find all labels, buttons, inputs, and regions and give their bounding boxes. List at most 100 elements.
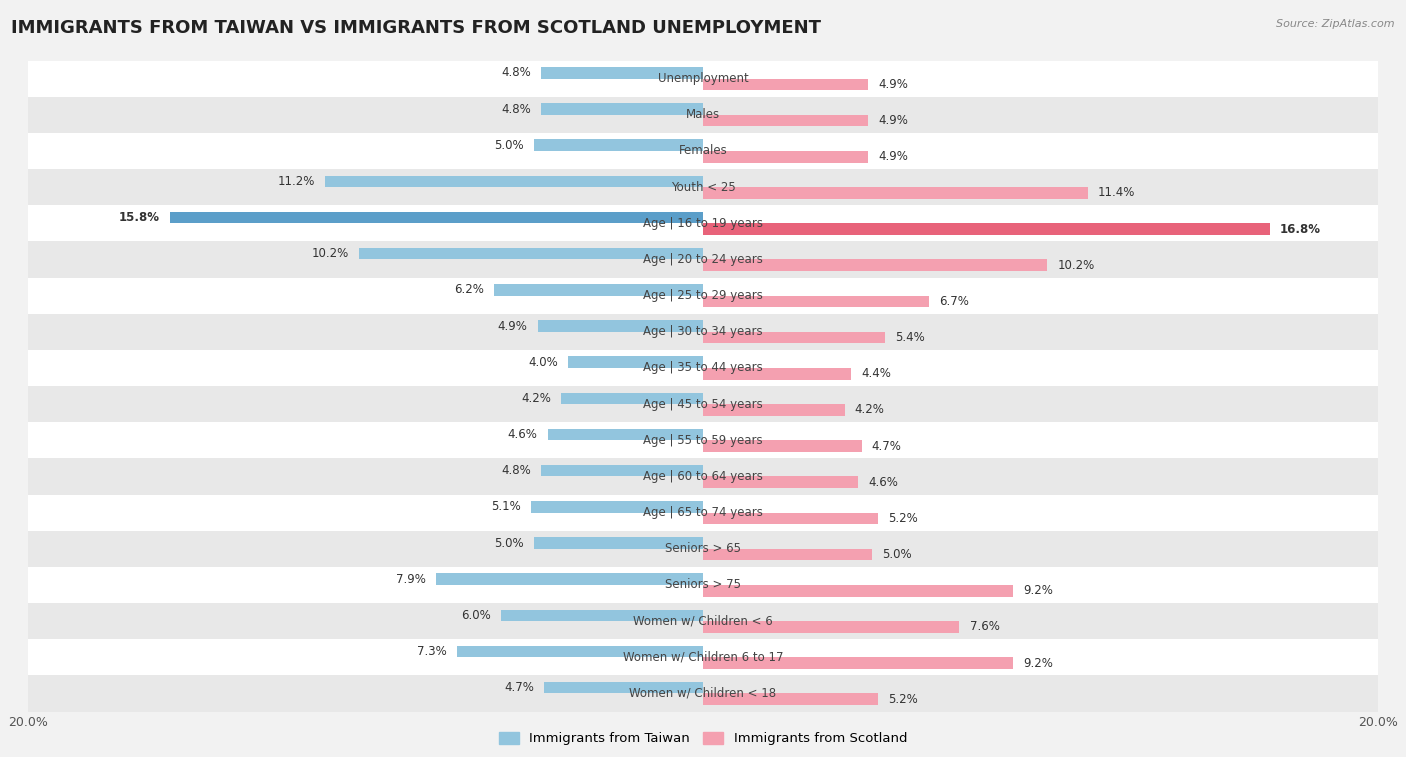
Text: 11.4%: 11.4% bbox=[1098, 186, 1135, 199]
Text: Age | 20 to 24 years: Age | 20 to 24 years bbox=[643, 253, 763, 266]
Bar bbox=[703, 441, 862, 452]
Text: Females: Females bbox=[679, 145, 727, 157]
Bar bbox=[325, 176, 703, 187]
Text: 4.8%: 4.8% bbox=[501, 102, 531, 116]
Bar bbox=[703, 296, 929, 307]
Bar bbox=[703, 621, 959, 633]
Bar bbox=[548, 428, 703, 441]
Bar bbox=[28, 133, 1378, 169]
Bar bbox=[28, 422, 1378, 459]
Text: 6.2%: 6.2% bbox=[454, 283, 484, 296]
Bar bbox=[703, 476, 858, 488]
Text: 4.7%: 4.7% bbox=[505, 681, 534, 694]
Bar bbox=[703, 549, 872, 560]
Text: 4.6%: 4.6% bbox=[508, 428, 537, 441]
Bar bbox=[436, 573, 703, 585]
Text: 5.4%: 5.4% bbox=[896, 331, 925, 344]
Text: 4.2%: 4.2% bbox=[855, 403, 884, 416]
Text: Males: Males bbox=[686, 108, 720, 121]
Text: 5.2%: 5.2% bbox=[889, 693, 918, 706]
Text: 4.4%: 4.4% bbox=[862, 367, 891, 380]
Text: Unemployment: Unemployment bbox=[658, 72, 748, 85]
Bar bbox=[28, 97, 1378, 133]
Text: 4.0%: 4.0% bbox=[529, 356, 558, 369]
Bar bbox=[28, 278, 1378, 313]
Bar bbox=[541, 103, 703, 115]
Text: 9.2%: 9.2% bbox=[1024, 584, 1053, 597]
Text: 7.3%: 7.3% bbox=[416, 645, 447, 658]
Text: 9.2%: 9.2% bbox=[1024, 656, 1053, 670]
Bar bbox=[28, 531, 1378, 567]
Bar bbox=[170, 212, 703, 223]
Text: Youth < 25: Youth < 25 bbox=[671, 181, 735, 194]
Text: 4.7%: 4.7% bbox=[872, 440, 901, 453]
Bar bbox=[534, 537, 703, 549]
Bar bbox=[457, 646, 703, 657]
Bar bbox=[703, 657, 1014, 669]
Text: Age | 60 to 64 years: Age | 60 to 64 years bbox=[643, 470, 763, 483]
Text: 15.8%: 15.8% bbox=[118, 211, 160, 224]
Bar bbox=[28, 205, 1378, 241]
Legend: Immigrants from Taiwan, Immigrants from Scotland: Immigrants from Taiwan, Immigrants from … bbox=[494, 727, 912, 750]
Bar bbox=[544, 682, 703, 693]
Text: 6.0%: 6.0% bbox=[461, 609, 491, 621]
Text: 16.8%: 16.8% bbox=[1279, 223, 1322, 235]
Text: IMMIGRANTS FROM TAIWAN VS IMMIGRANTS FROM SCOTLAND UNEMPLOYMENT: IMMIGRANTS FROM TAIWAN VS IMMIGRANTS FRO… bbox=[11, 19, 821, 37]
Bar bbox=[703, 332, 886, 344]
Text: 11.2%: 11.2% bbox=[277, 175, 315, 188]
Bar bbox=[28, 675, 1378, 712]
Text: Seniors > 75: Seniors > 75 bbox=[665, 578, 741, 591]
Text: Women w/ Children 6 to 17: Women w/ Children 6 to 17 bbox=[623, 651, 783, 664]
Text: Age | 65 to 74 years: Age | 65 to 74 years bbox=[643, 506, 763, 519]
Text: Age | 35 to 44 years: Age | 35 to 44 years bbox=[643, 362, 763, 375]
Text: Age | 45 to 54 years: Age | 45 to 54 years bbox=[643, 397, 763, 410]
Bar bbox=[541, 465, 703, 476]
Text: 5.1%: 5.1% bbox=[491, 500, 520, 513]
Bar bbox=[541, 67, 703, 79]
Bar bbox=[703, 693, 879, 705]
Text: 4.2%: 4.2% bbox=[522, 392, 551, 405]
Bar bbox=[531, 501, 703, 512]
Text: 4.9%: 4.9% bbox=[879, 114, 908, 127]
Bar bbox=[534, 139, 703, 151]
Bar bbox=[537, 320, 703, 332]
Text: 4.8%: 4.8% bbox=[501, 67, 531, 79]
Text: 4.9%: 4.9% bbox=[879, 151, 908, 164]
Bar bbox=[703, 368, 852, 379]
Bar bbox=[703, 223, 1270, 235]
Text: Women w/ Children < 6: Women w/ Children < 6 bbox=[633, 615, 773, 628]
Bar bbox=[703, 79, 869, 90]
Bar bbox=[28, 459, 1378, 494]
Text: Source: ZipAtlas.com: Source: ZipAtlas.com bbox=[1277, 19, 1395, 29]
Text: Age | 25 to 29 years: Age | 25 to 29 years bbox=[643, 289, 763, 302]
Bar bbox=[561, 393, 703, 404]
Text: Age | 16 to 19 years: Age | 16 to 19 years bbox=[643, 217, 763, 230]
Bar bbox=[703, 404, 845, 416]
Text: 5.0%: 5.0% bbox=[882, 548, 911, 561]
Text: 4.8%: 4.8% bbox=[501, 464, 531, 477]
Bar bbox=[28, 61, 1378, 97]
Bar bbox=[703, 151, 869, 163]
Text: 7.6%: 7.6% bbox=[970, 621, 1000, 634]
Bar bbox=[703, 512, 879, 525]
Bar bbox=[359, 248, 703, 260]
Bar bbox=[28, 639, 1378, 675]
Text: Age | 30 to 34 years: Age | 30 to 34 years bbox=[643, 326, 763, 338]
Text: 4.9%: 4.9% bbox=[498, 319, 527, 332]
Bar bbox=[28, 313, 1378, 350]
Text: 10.2%: 10.2% bbox=[312, 248, 349, 260]
Text: 7.9%: 7.9% bbox=[396, 573, 426, 586]
Bar bbox=[703, 115, 869, 126]
Bar bbox=[28, 494, 1378, 531]
Bar bbox=[28, 603, 1378, 639]
Bar bbox=[703, 260, 1047, 271]
Bar bbox=[28, 241, 1378, 278]
Bar bbox=[703, 585, 1014, 597]
Bar bbox=[501, 609, 703, 621]
Text: 5.0%: 5.0% bbox=[495, 139, 524, 151]
Text: 5.0%: 5.0% bbox=[495, 537, 524, 550]
Text: Women w/ Children < 18: Women w/ Children < 18 bbox=[630, 687, 776, 700]
Bar bbox=[494, 284, 703, 296]
Bar bbox=[28, 169, 1378, 205]
Text: 4.6%: 4.6% bbox=[869, 476, 898, 489]
